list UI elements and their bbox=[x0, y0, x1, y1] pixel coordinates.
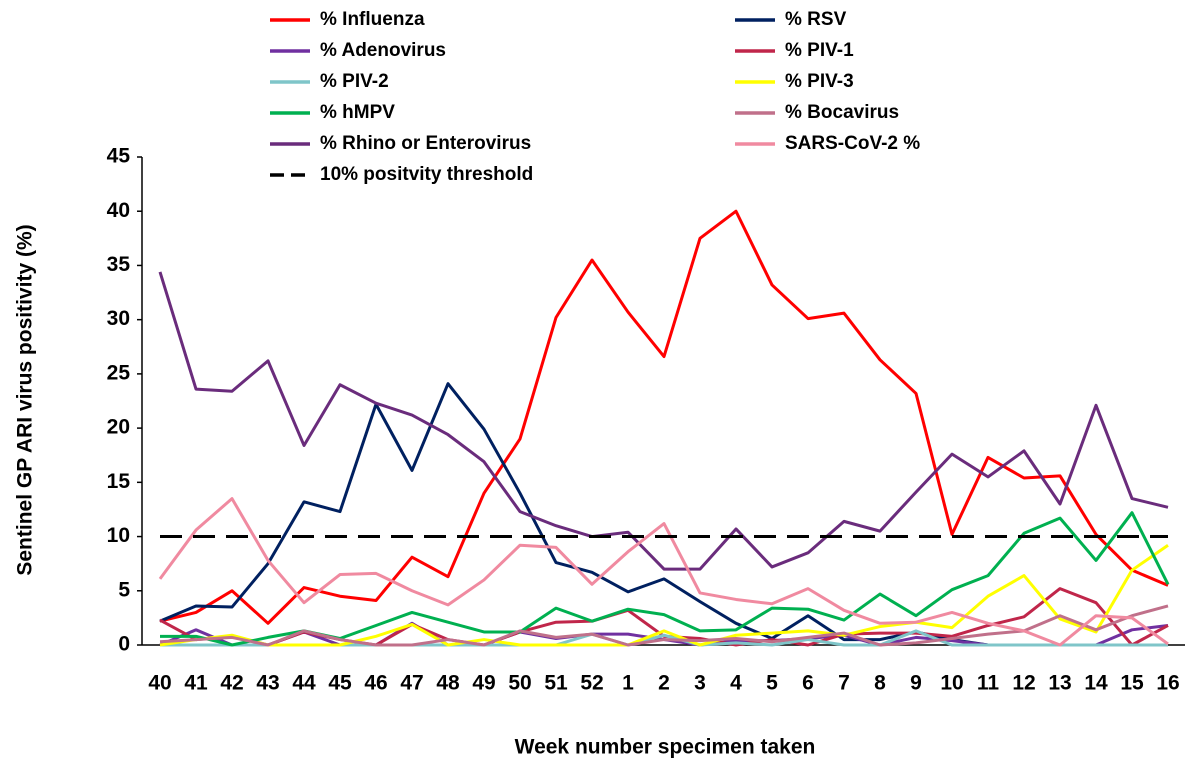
x-tick-label: 1 bbox=[622, 672, 634, 695]
y-tick-label: 45 bbox=[107, 145, 131, 168]
y-tick-label: 20 bbox=[107, 416, 130, 439]
legend-label: % PIV-2 bbox=[320, 71, 389, 92]
series-line bbox=[159, 604, 1169, 647]
legend-label: % PIV-3 bbox=[785, 71, 854, 92]
x-tick-label: 14 bbox=[1084, 672, 1108, 695]
x-tick-label: 9 bbox=[910, 672, 922, 695]
x-tick-label: 6 bbox=[802, 672, 814, 695]
legend-label: % Bocavirus bbox=[785, 102, 899, 123]
x-tick-label: 10 bbox=[940, 672, 963, 695]
x-tick-label: 16 bbox=[1156, 672, 1179, 695]
x-tick-label: 15 bbox=[1120, 672, 1144, 695]
series-line bbox=[158, 497, 1169, 647]
x-tick-label: 49 bbox=[472, 672, 495, 695]
y-axis-title: Sentinel GP ARI virus positivity (%) bbox=[14, 224, 37, 575]
x-tick-label: 11 bbox=[977, 672, 1000, 695]
legend-label: % PIV-1 bbox=[785, 40, 854, 61]
x-tick-label: 12 bbox=[1012, 672, 1035, 695]
x-tick-label: 48 bbox=[436, 672, 460, 695]
legend-label: % Rhino or Enterovirus bbox=[320, 133, 531, 154]
y-tick-label: 35 bbox=[107, 253, 131, 276]
x-tick-label: 42 bbox=[220, 672, 243, 695]
y-tick-label: 5 bbox=[118, 578, 130, 601]
x-tick-label: 46 bbox=[364, 672, 387, 695]
series-line bbox=[159, 543, 1169, 647]
y-tick-label: 10 bbox=[107, 524, 130, 547]
legend-label: % Influenza bbox=[320, 9, 425, 30]
x-tick-label: 40 bbox=[148, 672, 171, 695]
y-tick-label: 25 bbox=[107, 361, 131, 384]
x-axis-title: Week number specimen taken bbox=[515, 736, 816, 759]
x-tick-label: 50 bbox=[508, 672, 531, 695]
x-tick-label: 41 bbox=[184, 672, 208, 695]
x-tick-label: 43 bbox=[256, 672, 279, 695]
legend-label: % RSV bbox=[785, 9, 847, 30]
x-tick-label: 52 bbox=[580, 672, 603, 695]
x-tick-label: 44 bbox=[292, 672, 316, 695]
x-tick-label: 8 bbox=[874, 672, 886, 695]
y-tick-label: 15 bbox=[107, 470, 131, 493]
y-tick-label: 0 bbox=[118, 633, 130, 656]
y-tick-label: 40 bbox=[107, 199, 130, 222]
x-tick-label: 2 bbox=[658, 672, 670, 695]
legend-label: % Adenovirus bbox=[320, 40, 446, 61]
series-line bbox=[159, 209, 1169, 625]
x-tick-label: 47 bbox=[400, 672, 423, 695]
legend-label: SARS-CoV-2 % bbox=[785, 133, 920, 154]
legend-label: 10% positvity threshold bbox=[320, 164, 533, 185]
series-line bbox=[159, 382, 1168, 647]
x-tick-label: 45 bbox=[328, 672, 352, 695]
x-tick-label: 51 bbox=[544, 672, 568, 695]
y-tick-label: 30 bbox=[107, 307, 130, 330]
x-tick-label: 13 bbox=[1048, 672, 1071, 695]
series-line bbox=[158, 271, 1169, 571]
x-tick-label: 5 bbox=[766, 672, 778, 695]
x-tick-label: 3 bbox=[694, 672, 706, 695]
x-tick-label: 7 bbox=[838, 672, 850, 695]
x-tick-label: 4 bbox=[730, 672, 742, 695]
legend-label: % hMPV bbox=[320, 102, 395, 123]
